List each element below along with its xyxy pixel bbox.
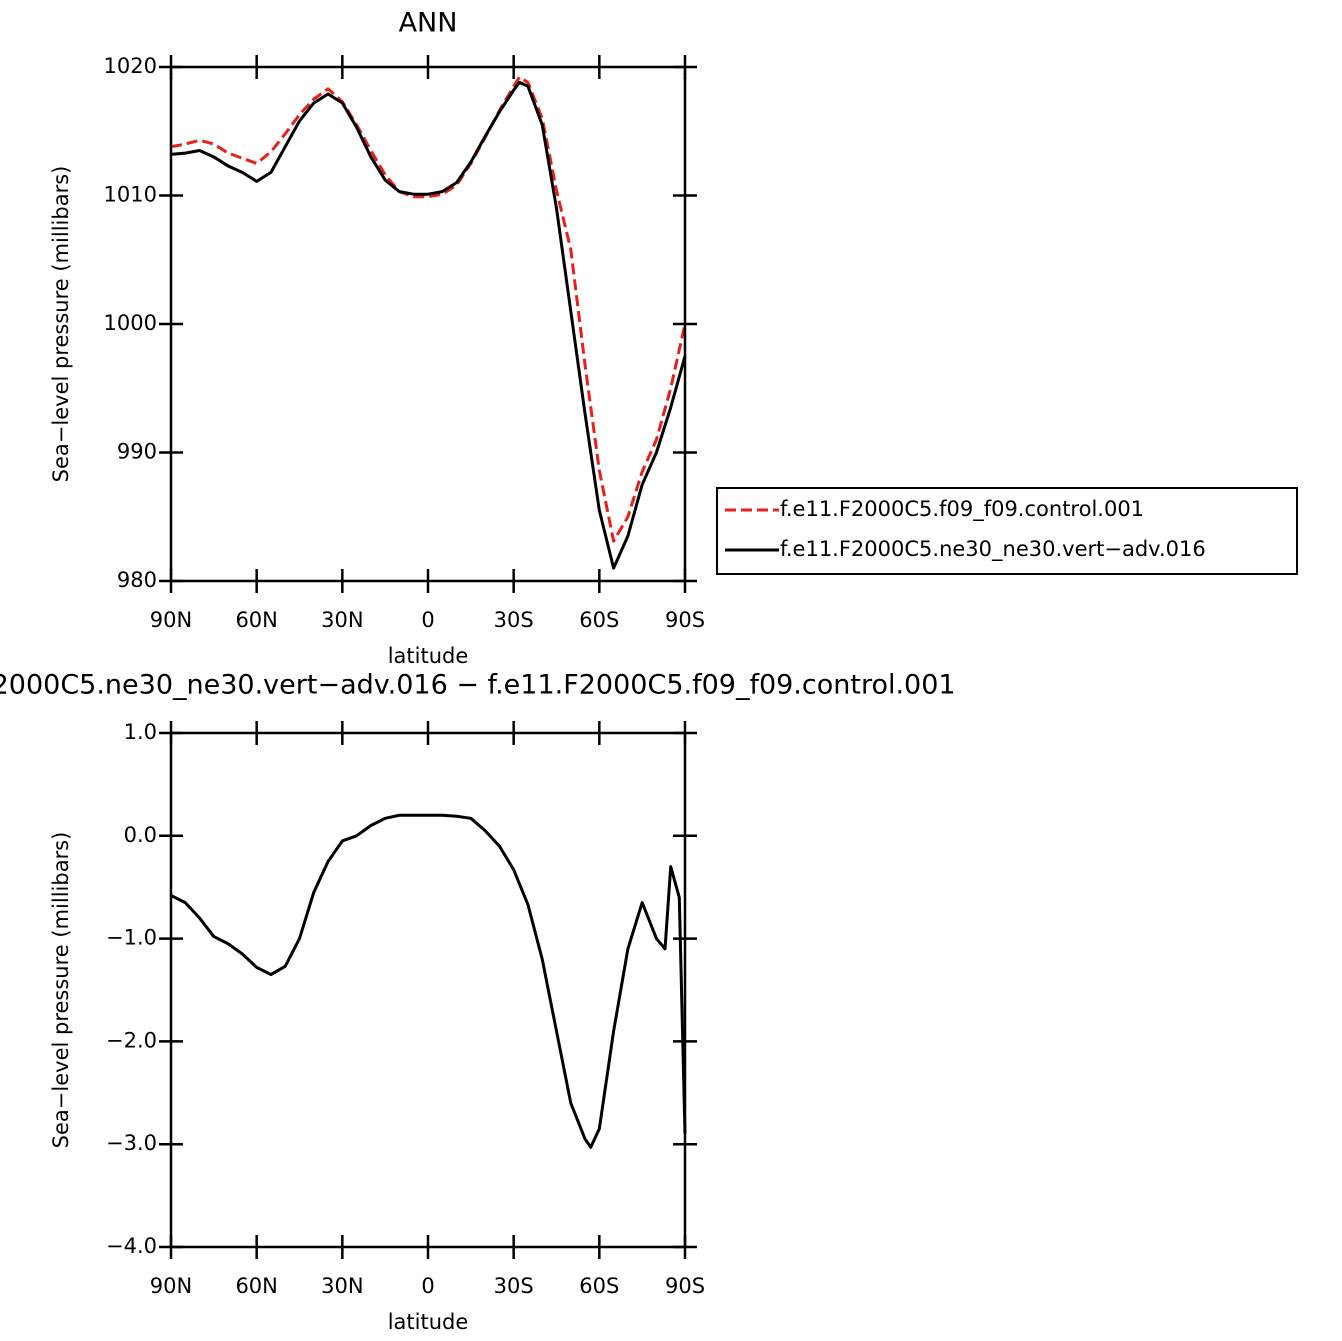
y-tick-label: −3.0 bbox=[106, 1131, 157, 1155]
chart-title: f.e11.F2000C5.ne30_ne30.vert−adv.016 − f… bbox=[0, 670, 956, 701]
y-tick-label: 980 bbox=[117, 568, 157, 592]
x-tick-label: 30S bbox=[494, 608, 534, 632]
x-tick-label: 30S bbox=[494, 1274, 534, 1298]
x-tick-label: 60S bbox=[579, 1274, 619, 1298]
y-axis-label: Sea−level pressure (millibars) bbox=[49, 832, 73, 1149]
x-tick-label: 90S bbox=[665, 608, 705, 632]
legend-label: f.e11.F2000C5.f09_f09.control.001 bbox=[780, 497, 1144, 522]
x-axis-label: latitude bbox=[388, 644, 469, 668]
y-tick-label: 0.0 bbox=[124, 823, 157, 847]
y-tick-label: 1010 bbox=[104, 183, 157, 207]
series-line bbox=[170, 813, 687, 1149]
y-tick-label: 1000 bbox=[104, 311, 157, 335]
x-tick-label: 60S bbox=[579, 608, 619, 632]
x-tick-label: 30N bbox=[321, 608, 363, 632]
y-tick-label: −4.0 bbox=[106, 1234, 157, 1258]
x-axis-label: latitude bbox=[388, 1310, 469, 1334]
series-line bbox=[170, 80, 687, 570]
plot-frame bbox=[169, 65, 687, 583]
y-tick-label: 1020 bbox=[104, 54, 157, 78]
y-tick-label: −1.0 bbox=[106, 926, 157, 950]
legend-box bbox=[716, 487, 1298, 575]
x-tick-label: 30N bbox=[321, 1274, 363, 1298]
y-axis-label: Sea−level pressure (millibars) bbox=[49, 166, 73, 483]
x-tick-label: 90N bbox=[150, 1274, 192, 1298]
x-tick-label: 60N bbox=[235, 1274, 277, 1298]
chart-title: ANN bbox=[399, 8, 458, 39]
x-tick-label: 60N bbox=[235, 608, 277, 632]
legend-label: f.e11.F2000C5.ne30_ne30.vert−adv.016 bbox=[780, 537, 1206, 562]
series-line bbox=[170, 75, 687, 543]
y-tick-label: 1.0 bbox=[124, 720, 157, 744]
x-tick-label: 90N bbox=[150, 608, 192, 632]
y-tick-label: 990 bbox=[117, 440, 157, 464]
x-tick-label: 90S bbox=[665, 1274, 705, 1298]
x-tick-label: 0 bbox=[421, 608, 434, 632]
plot-frame bbox=[169, 731, 687, 1249]
x-tick-label: 0 bbox=[421, 1274, 434, 1298]
y-tick-label: −2.0 bbox=[106, 1028, 157, 1052]
